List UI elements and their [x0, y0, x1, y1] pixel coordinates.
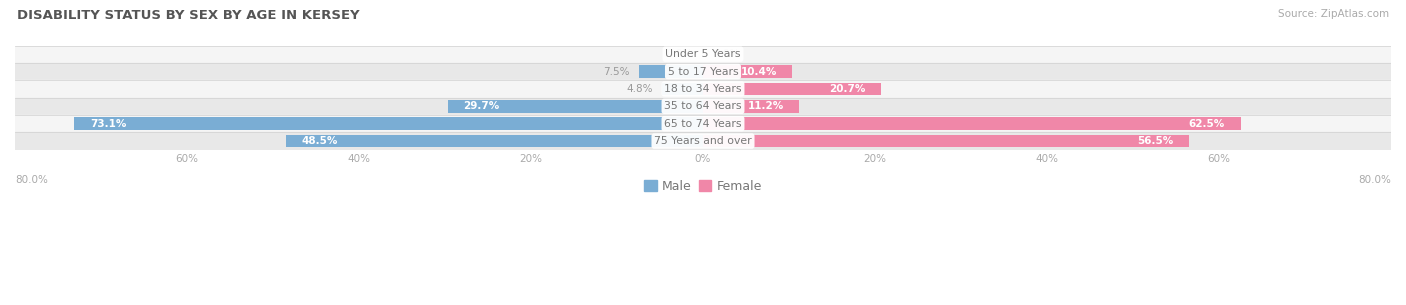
Text: 75 Years and over: 75 Years and over: [654, 136, 752, 146]
Bar: [447, 100, 703, 113]
Text: 11.2%: 11.2%: [748, 101, 783, 111]
Text: Under 5 Years: Under 5 Years: [665, 49, 741, 59]
Text: 29.7%: 29.7%: [463, 101, 499, 111]
Text: 10.4%: 10.4%: [741, 66, 778, 77]
Bar: [703, 135, 1189, 147]
Bar: [703, 83, 882, 95]
Bar: [15, 115, 1391, 132]
Bar: [75, 117, 703, 130]
Text: 80.0%: 80.0%: [1358, 175, 1391, 185]
Bar: [15, 80, 1391, 98]
Text: 20.7%: 20.7%: [830, 84, 866, 94]
Text: 56.5%: 56.5%: [1137, 136, 1174, 146]
Bar: [285, 135, 703, 147]
Text: 18 to 34 Years: 18 to 34 Years: [664, 84, 742, 94]
Bar: [662, 83, 703, 95]
Legend: Male, Female: Male, Female: [640, 175, 766, 198]
Text: 0.0%: 0.0%: [666, 49, 693, 59]
Text: 5 to 17 Years: 5 to 17 Years: [668, 66, 738, 77]
Text: 4.8%: 4.8%: [627, 84, 654, 94]
Text: 65 to 74 Years: 65 to 74 Years: [664, 119, 742, 129]
Text: 35 to 64 Years: 35 to 64 Years: [664, 101, 742, 111]
Bar: [703, 65, 793, 78]
Text: 62.5%: 62.5%: [1188, 119, 1225, 129]
Text: 48.5%: 48.5%: [301, 136, 337, 146]
Bar: [638, 65, 703, 78]
Bar: [703, 117, 1240, 130]
Bar: [15, 63, 1391, 80]
Bar: [15, 98, 1391, 115]
Text: 7.5%: 7.5%: [603, 66, 630, 77]
Bar: [15, 132, 1391, 150]
Text: DISABILITY STATUS BY SEX BY AGE IN KERSEY: DISABILITY STATUS BY SEX BY AGE IN KERSE…: [17, 9, 360, 22]
Text: Source: ZipAtlas.com: Source: ZipAtlas.com: [1278, 9, 1389, 19]
Text: 0.0%: 0.0%: [713, 49, 740, 59]
Text: 73.1%: 73.1%: [90, 119, 127, 129]
Text: 80.0%: 80.0%: [15, 175, 48, 185]
Bar: [703, 100, 800, 113]
Bar: [15, 45, 1391, 63]
